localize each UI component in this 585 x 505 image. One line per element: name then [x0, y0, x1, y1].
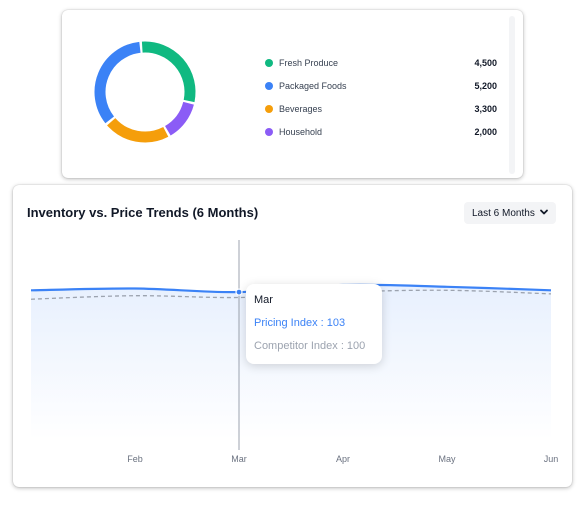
x-tick-label: Jun — [544, 454, 559, 464]
hover-point-pricing-index[interactable] — [235, 288, 243, 296]
x-tick-label: Feb — [127, 454, 143, 464]
legend-dot — [265, 128, 273, 136]
donut-segment-household[interactable] — [164, 101, 194, 136]
legend-value: 5,200 — [474, 81, 497, 91]
tooltip-title: Mar — [254, 294, 273, 306]
legend-item-beverages: Beverages 3,300 — [265, 103, 497, 126]
legend-label: Packaged Foods — [279, 81, 347, 91]
time-range-select[interactable]: Last 6 Months — [464, 202, 556, 224]
legend-item-fresh-produce: Fresh Produce 4,500 — [265, 57, 497, 80]
legend-dot — [265, 59, 273, 67]
donut-segment-fresh-produce[interactable] — [141, 41, 196, 103]
legend-item-packaged-foods: Packaged Foods 5,200 — [265, 80, 497, 103]
legend-item-household: Household 2,000 — [265, 126, 497, 149]
x-tick-label: May — [438, 454, 456, 464]
legend-label: Beverages — [279, 104, 323, 114]
donut-segment-beverages[interactable] — [107, 117, 169, 143]
chart-tooltip: Mar Pricing Index : 103 Competitor Index… — [246, 284, 382, 364]
legend-value: 4,500 — [474, 58, 497, 68]
legend-value: 2,000 — [474, 127, 497, 137]
chevron-down-icon — [540, 209, 548, 215]
time-range-selected: Last 6 Months — [472, 207, 535, 219]
legend-label: Household — [279, 127, 323, 137]
legend-value: 3,300 — [474, 104, 497, 114]
legend-dot — [265, 105, 273, 113]
donut-segment-packaged-foods[interactable] — [94, 41, 141, 124]
category-breakdown-card: Fresh Produce 4,500 Packaged Foods 5,200… — [62, 10, 523, 178]
legend-label: Fresh Produce — [279, 58, 339, 68]
legend-dot — [265, 82, 273, 90]
tooltip-pricing-index: Pricing Index : 103 — [254, 317, 346, 329]
x-tick-label: Mar — [231, 454, 247, 464]
card-scrollbar[interactable] — [509, 16, 515, 174]
category-donut-chart — [94, 41, 196, 143]
category-legend: Fresh Produce 4,500 Packaged Foods 5,200… — [265, 57, 497, 149]
x-tick-label: Apr — [336, 454, 350, 464]
trend-card: Inventory vs. Price Trends (6 Months) La… — [13, 185, 572, 487]
trend-card-title: Inventory vs. Price Trends (6 Months) — [27, 205, 259, 220]
tooltip-competitor-index: Competitor Index : 100 — [254, 340, 366, 352]
